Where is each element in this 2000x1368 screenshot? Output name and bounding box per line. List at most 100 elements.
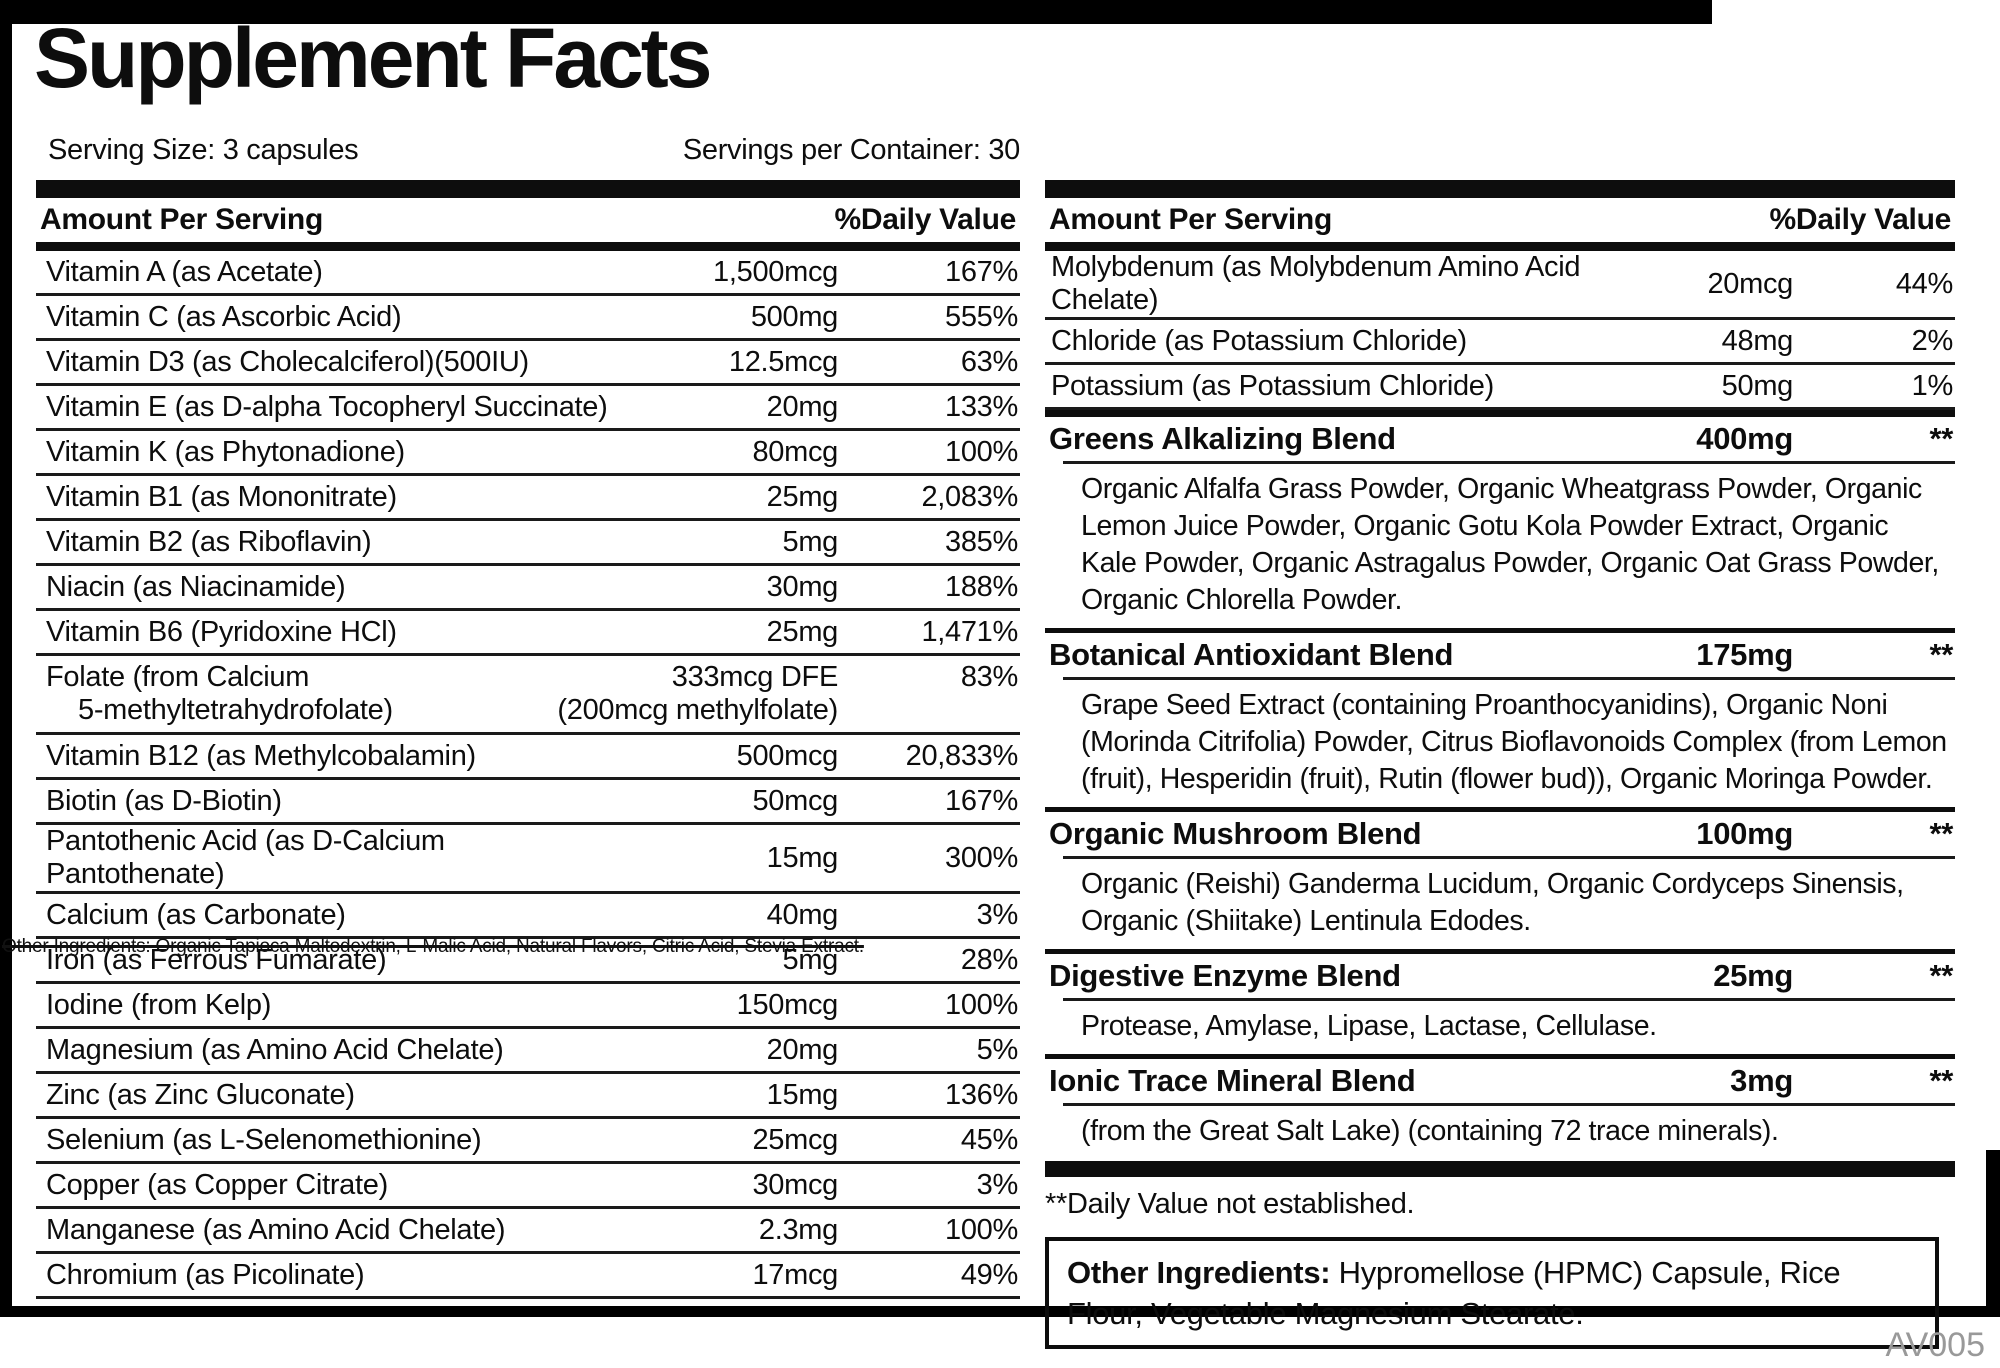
left-panel: Amount Per Serving %Daily Value Vitamin … — [36, 180, 1020, 1299]
other-ingredients-text: Hypromellose (HPMC) Capsule, Rice Flour,… — [1067, 1255, 1841, 1331]
nutrient-name: Chromium (as Picolinate) — [46, 1258, 365, 1291]
blend-sections: Greens Alkalizing Blend 400mg ** Organic Al… — [1045, 410, 1955, 1159]
nutrient-amount: 15mg — [766, 841, 839, 874]
blend-separator — [1045, 628, 1955, 633]
blend-underline — [1063, 856, 1955, 859]
nutrient-name: Iodine (from Kelp) — [46, 988, 272, 1021]
table-row: Pantothenic Acid (as D-Calcium Pantothen… — [36, 825, 1020, 894]
blend-daily-value: ** — [1929, 816, 1953, 851]
table-row: Vitamin K (as Phytonadione) 80mcg 100% — [36, 431, 1020, 476]
table-row: Vitamin E (as D-alpha Tocopheryl Succina… — [36, 386, 1020, 431]
nutrient-name: Manganese (as Amino Acid Chelate) — [46, 1213, 506, 1246]
nutrient-daily-value: 2% — [1911, 324, 1954, 357]
blend-separator — [1045, 807, 1955, 812]
nutrient-name: Iron (as Ferrous Fumarate) — [46, 943, 387, 976]
blend-name: Ionic Trace Mineral Blend — [1049, 1063, 1416, 1098]
nutrient-daily-value: 385% — [945, 525, 1018, 558]
blend-daily-value: ** — [1929, 1063, 1953, 1098]
table-row: Vitamin C (as Ascorbic Acid) 500mg 555% — [36, 296, 1020, 341]
blend-daily-value: ** — [1929, 637, 1953, 672]
nutrient-daily-value: 1% — [1911, 369, 1954, 402]
table-row: Chloride (as Potassium Chloride) 48mg 2% — [1045, 320, 1955, 365]
table-row: Vitamin A (as Acetate) 1,500mcg 167% — [36, 251, 1020, 296]
other-ingredients-box: Other Ingredients: Hypromellose (HPMC) C… — [1045, 1237, 1939, 1349]
table-row: Vitamin B2 (as Riboflavin) 5mg 385% — [36, 521, 1020, 566]
nutrient-name: Biotin (as D-Biotin) — [46, 784, 282, 817]
nutrient-amount: 20mg — [766, 390, 839, 423]
divider-endcap — [1045, 1161, 1955, 1177]
blend-title-row: Botanical Antioxidant Blend 175mg ** — [1045, 633, 1955, 677]
blend-separator — [1045, 949, 1955, 954]
table-row: Iodine (from Kelp) 150mcg 100% — [36, 984, 1020, 1029]
nutrient-daily-value: 167% — [945, 255, 1018, 288]
blend-title-row: Greens Alkalizing Blend 400mg ** — [1045, 417, 1955, 461]
nutrient-amount: 20mcg — [1707, 267, 1793, 300]
strikethrough-other-ingredients-text: Other Ingredients: Organic Tapioca Malto… — [2, 936, 864, 957]
divider-heavy — [1045, 180, 1955, 198]
nutrient-amount: 15mg — [766, 1078, 839, 1111]
blend-name: Botanical Antioxidant Blend — [1049, 637, 1454, 672]
nutrient-name: Vitamin B1 (as Mononitrate) — [46, 480, 397, 513]
amount-per-serving-header: Amount Per Serving — [1049, 203, 1332, 236]
blend-amount: 25mg — [1713, 958, 1793, 993]
table-row: Selenium (as L-Selenomethionine) 25mcg 45% — [36, 1119, 1020, 1164]
blend-daily-value: ** — [1929, 958, 1953, 993]
nutrient-daily-value: 300% — [945, 841, 1018, 874]
blend-ingredients: Organic (Reishi) Ganderma Lucidum, Organ… — [1081, 868, 1904, 937]
blend-amount: 175mg — [1696, 637, 1793, 672]
left-table-header: Amount Per Serving %Daily Value — [36, 198, 1020, 242]
divider-medium — [36, 242, 1020, 251]
nutrient-amount: 48mg — [1721, 324, 1794, 357]
nutrient-daily-value: 100% — [945, 435, 1018, 468]
nutrient-daily-value: 3% — [976, 1168, 1019, 1201]
nutrient-amount: 5mg — [782, 525, 838, 558]
nutrient-name: Molybdenum (as Molybdenum Amino Acid Che… — [1051, 251, 1581, 316]
nutrient-amount: 40mg — [766, 898, 839, 931]
nutrient-amount: 50mg — [1721, 369, 1794, 402]
nutrient-name: Copper (as Copper Citrate) — [46, 1168, 388, 1201]
nutrient-amount: 2.3mg — [758, 1213, 838, 1246]
nutrient-name: Vitamin C (as Ascorbic Acid) — [46, 300, 402, 333]
blend-underline — [1063, 1103, 1955, 1106]
nutrient-name: Vitamin B12 (as Methylcobalamin) — [46, 739, 476, 772]
daily-value-footnote: **Daily Value not established. — [1045, 1188, 1415, 1220]
nutrient-name: Magnesium (as Amino Acid Chelate) — [46, 1033, 504, 1066]
nutrient-amount: 17mcg — [752, 1258, 838, 1291]
nutrient-amount: 30mcg — [752, 1168, 838, 1201]
blend-ingredients: Grape Seed Extract (containing Proanthoc… — [1081, 689, 1947, 795]
blend-daily-value: ** — [1929, 421, 1953, 456]
nutrient-name: Vitamin D3 (as Cholecalciferol)(500IU) — [46, 345, 529, 378]
nutrient-daily-value: 188% — [945, 570, 1018, 603]
divider-medium — [1045, 242, 1955, 251]
table-row: Chromium (as Picolinate) 17mcg 49% — [36, 1254, 1020, 1299]
daily-value-header: %Daily Value — [834, 203, 1017, 236]
nutrient-daily-value: 2,083% — [921, 480, 1018, 513]
nutrient-name: Chloride (as Potassium Chloride) — [1051, 324, 1467, 357]
nutrient-amount: 25mg — [766, 615, 839, 648]
nutrient-daily-value: 20,833% — [905, 739, 1019, 772]
nutrient-amount: 1,500mcg — [713, 255, 838, 288]
blend-underline — [1063, 677, 1955, 680]
nutrient-name: Folate (from Calcium 5-methyltetrahydrofo… — [46, 661, 393, 726]
blend-title-row: Organic Mushroom Blend 100mg ** — [1045, 812, 1955, 856]
nutrient-daily-value: 28% — [960, 943, 1018, 976]
blend-underline — [1063, 998, 1955, 1001]
blend-separator — [1045, 1054, 1955, 1059]
table-row: Potassium (as Potassium Chloride) 50mg 1% — [1045, 365, 1955, 410]
nutrient-amount: 500mg — [750, 300, 838, 333]
table-row: Vitamin D3 (as Cholecalciferol)(500IU) 12… — [36, 341, 1020, 386]
daily-value-header: %Daily Value — [1769, 203, 1952, 236]
nutrient-name: Vitamin E (as D-alpha Tocopheryl Succina… — [46, 390, 608, 423]
nutrient-daily-value: 5% — [976, 1033, 1019, 1066]
serving-info: Serving Size: 3 capsules Servings per Co… — [48, 134, 1020, 167]
table-row: Vitamin B1 (as Mononitrate) 25mg 2,083% — [36, 476, 1020, 521]
blend-name: Digestive Enzyme Blend — [1049, 958, 1401, 993]
table-row: Calcium (as Carbonate) 40mg 3% — [36, 894, 1020, 939]
nutrient-name: Zinc (as Zinc Gluconate) — [46, 1078, 355, 1111]
nutrient-amount: 333mcg DFE (200mcg methylfolate) — [557, 661, 838, 726]
right-table-body: Molybdenum (as Molybdenum Amino Acid Che… — [1045, 251, 1955, 410]
nutrient-amount: 20mg — [766, 1033, 839, 1066]
nutrient-name: Vitamin B2 (as Riboflavin) — [46, 525, 372, 558]
nutrient-daily-value: 100% — [945, 1213, 1018, 1246]
nutrient-amount: 80mcg — [752, 435, 838, 468]
